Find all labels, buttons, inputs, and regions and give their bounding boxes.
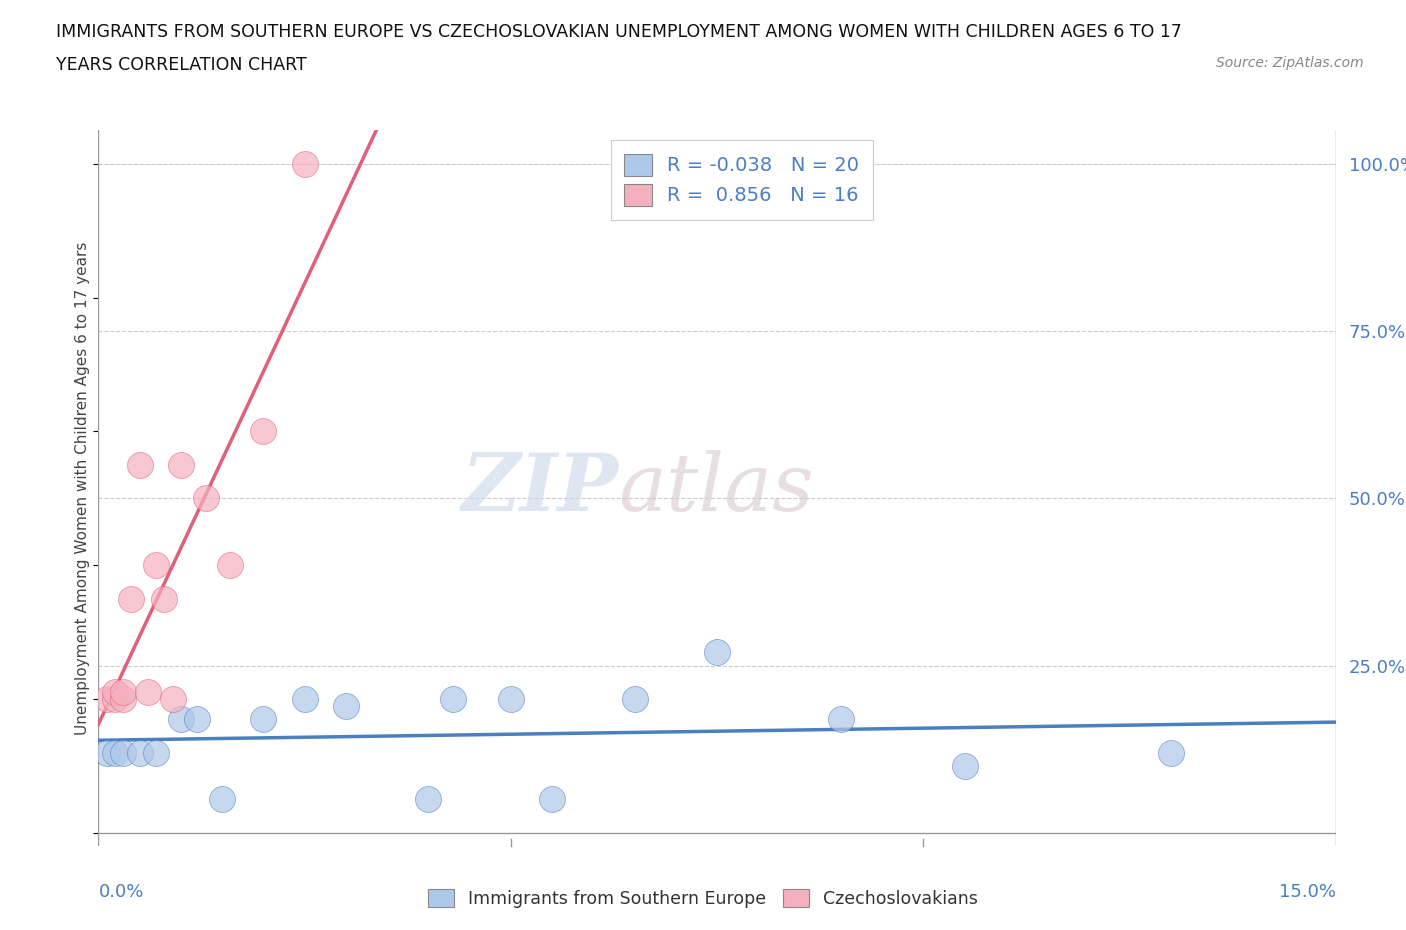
- Point: [145, 745, 167, 760]
- Point: [294, 156, 316, 171]
- Point: [162, 692, 184, 707]
- Point: [706, 644, 728, 659]
- Text: atlas: atlas: [619, 449, 814, 527]
- Point: [104, 684, 127, 699]
- Point: [541, 792, 564, 807]
- Point: [104, 692, 127, 707]
- Point: [170, 711, 193, 726]
- Text: Source: ZipAtlas.com: Source: ZipAtlas.com: [1216, 56, 1364, 70]
- Text: YEARS CORRELATION CHART: YEARS CORRELATION CHART: [56, 56, 307, 73]
- Point: [335, 698, 357, 713]
- Point: [112, 745, 135, 760]
- Point: [418, 792, 440, 807]
- Point: [145, 558, 167, 573]
- Point: [252, 711, 274, 726]
- Point: [499, 692, 522, 707]
- Text: 15.0%: 15.0%: [1278, 884, 1336, 901]
- Point: [96, 745, 118, 760]
- Point: [120, 591, 142, 606]
- Point: [1160, 745, 1182, 760]
- Point: [128, 745, 150, 760]
- Point: [441, 692, 464, 707]
- Point: [186, 711, 208, 726]
- Point: [211, 792, 233, 807]
- Point: [219, 558, 242, 573]
- Point: [623, 692, 645, 707]
- Point: [252, 424, 274, 439]
- Point: [112, 692, 135, 707]
- Point: [153, 591, 176, 606]
- Point: [104, 745, 127, 760]
- Point: [136, 684, 159, 699]
- Y-axis label: Unemployment Among Women with Children Ages 6 to 17 years: Unemployment Among Women with Children A…: [75, 242, 90, 735]
- Point: [194, 491, 217, 506]
- Point: [953, 759, 976, 774]
- Legend: Immigrants from Southern Europe, Czechoslovakians: Immigrants from Southern Europe, Czechos…: [419, 881, 987, 917]
- Point: [96, 692, 118, 707]
- Text: IMMIGRANTS FROM SOUTHERN EUROPE VS CZECHOSLOVAKIAN UNEMPLOYMENT AMONG WOMEN WITH: IMMIGRANTS FROM SOUTHERN EUROPE VS CZECH…: [56, 23, 1182, 41]
- Point: [170, 458, 193, 472]
- Text: ZIP: ZIP: [461, 449, 619, 527]
- Point: [112, 684, 135, 699]
- Point: [128, 458, 150, 472]
- Legend: R = -0.038   N = 20, R =  0.856   N = 16: R = -0.038 N = 20, R = 0.856 N = 16: [610, 140, 873, 219]
- Point: [294, 692, 316, 707]
- Point: [830, 711, 852, 726]
- Text: 0.0%: 0.0%: [98, 884, 143, 901]
